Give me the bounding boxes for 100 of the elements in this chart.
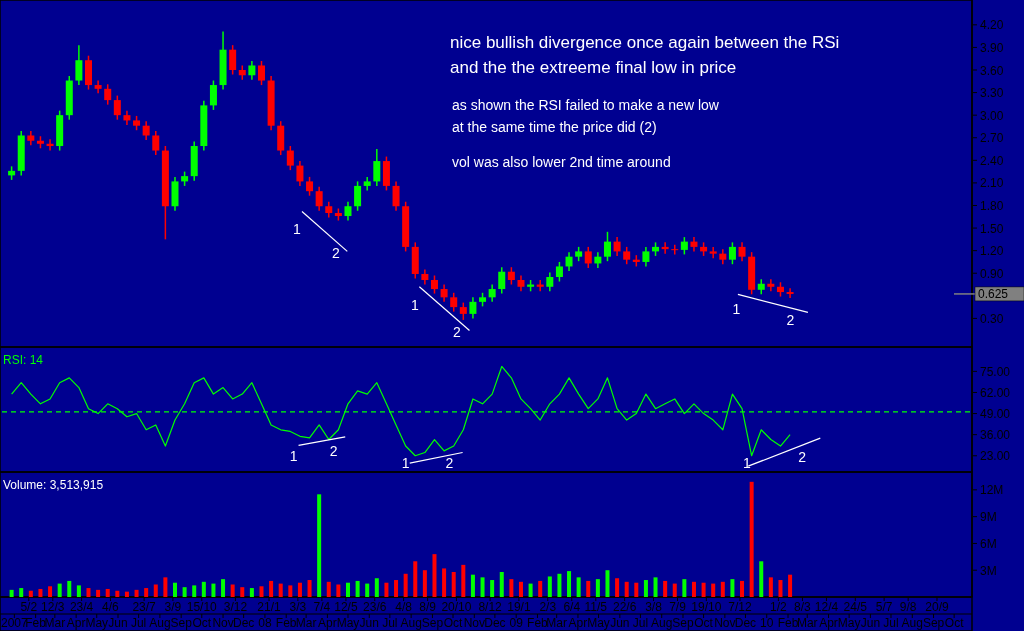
y-tick-label: 75.00 [980, 364, 1011, 379]
bar [307, 580, 312, 597]
x2-tick-label: 1/2 [770, 600, 788, 614]
annotation: vol was also lower 2nd time around [452, 154, 671, 170]
bar [759, 561, 764, 597]
bar [451, 572, 456, 597]
bar [701, 582, 706, 597]
x2-tick-label: 7/9 [669, 600, 687, 614]
annotation: 2 [798, 449, 807, 466]
bar [586, 580, 591, 597]
annotation: 1 [401, 455, 410, 471]
bar [9, 589, 14, 597]
bar [374, 578, 379, 597]
bar [221, 579, 226, 597]
bar [663, 580, 668, 597]
bar [470, 574, 475, 597]
y-tick-label: 2.40 [980, 153, 1004, 168]
bar [192, 585, 197, 597]
annotation: 1 [743, 455, 752, 471]
bar [643, 580, 648, 597]
x-tick-label: Mar [44, 616, 66, 630]
bar [480, 577, 485, 597]
x-tick-label: Jun [359, 616, 379, 630]
candlestick [229, 44, 237, 76]
x-tick-label: Sep [170, 616, 193, 630]
bar [595, 579, 600, 597]
y-tick-label: 0.90 [980, 266, 1004, 281]
x2-tick-label: 20/10 [441, 600, 472, 614]
bar [518, 581, 523, 597]
bar [634, 582, 639, 597]
y-tick-label: 12M [980, 483, 1004, 498]
bar [278, 583, 283, 597]
bar [134, 589, 139, 597]
bar [413, 561, 418, 597]
bar [394, 580, 399, 597]
text: Volume: 3,513,915 [3, 478, 104, 492]
y-tick-label: 1.20 [980, 244, 1004, 259]
bar [144, 588, 149, 597]
candlestick [306, 176, 314, 197]
candlestick [709, 246, 717, 259]
candlestick [767, 278, 775, 293]
x2-tick-label: 19/10 [691, 600, 722, 614]
bar [576, 577, 581, 597]
bar [124, 591, 129, 597]
candlestick [296, 160, 304, 187]
bar [749, 481, 754, 597]
candlestick [142, 120, 150, 141]
x2-tick-label: 7/12 [728, 600, 752, 614]
annotation: 2 [445, 455, 454, 471]
x2-tick-label: 9/8 [899, 600, 917, 614]
x-tick-label: Oct [192, 616, 212, 630]
bar [672, 583, 677, 597]
annotation: 2 [786, 311, 795, 328]
annotation: 1 [411, 297, 419, 314]
x-tick-label: Jul [632, 616, 649, 630]
candlestick [584, 246, 592, 269]
candlestick [209, 79, 217, 111]
bar [384, 582, 389, 597]
bar [96, 589, 101, 597]
bar [182, 587, 187, 597]
annotation: 1 [289, 448, 298, 465]
y-tick-label: 49.00 [980, 407, 1011, 422]
x-tick-label: May [837, 616, 861, 630]
candlestick [315, 185, 323, 212]
bar [57, 583, 62, 597]
bar [653, 577, 658, 597]
x2-tick-label: 4/8 [395, 600, 413, 614]
candlestick [373, 148, 381, 187]
x2-tick-label: 11/5 [584, 600, 608, 614]
x2-tick-label: 8/9 [419, 600, 437, 614]
x2-tick-label: 6/4 [563, 600, 581, 614]
x-tick-label: Dec [734, 616, 757, 630]
bar [249, 588, 254, 597]
candlestick [344, 200, 352, 222]
bar [19, 588, 24, 597]
annotation: 1 [732, 301, 741, 318]
candlestick [430, 274, 438, 295]
annotation: 1 [292, 221, 301, 238]
bar [297, 582, 302, 597]
x-tick-label: Aug [149, 616, 171, 630]
candlestick [392, 180, 400, 212]
annotation: at the same time the price did (2) [452, 119, 657, 135]
bar [740, 580, 745, 597]
x-tick-label: Apr [318, 616, 337, 630]
y-tick-label: 3.30 [980, 86, 1004, 101]
x-tick-label: Aug [651, 616, 673, 630]
bar [355, 580, 360, 597]
bar [557, 573, 562, 597]
candlestick [113, 94, 121, 121]
x2-tick-label: 23/7 [132, 600, 157, 614]
candlestick [546, 271, 554, 293]
bar [711, 583, 716, 597]
candlestick [354, 180, 362, 212]
x-tick-label: Aug [400, 616, 422, 630]
x2-tick-label: 8/3 [794, 600, 812, 614]
x-tick-label: May [85, 616, 109, 630]
bar [365, 583, 370, 597]
y-tick-label: 62.00 [980, 385, 1011, 400]
candlestick [603, 231, 611, 262]
y-tick-label: 0.30 [980, 311, 1004, 326]
